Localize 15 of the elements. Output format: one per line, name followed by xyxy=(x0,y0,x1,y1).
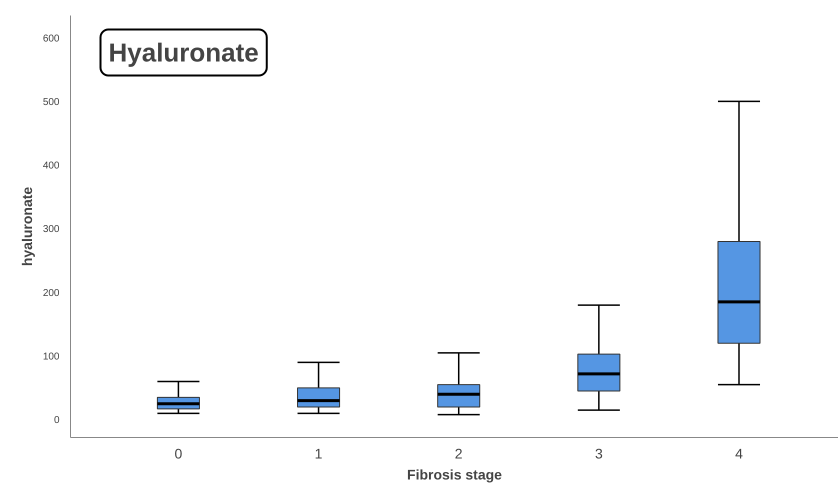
y-tick-label: 600 xyxy=(42,33,60,44)
y-tick-label: 500 xyxy=(42,96,60,108)
x-tick-label: 4 xyxy=(735,446,744,462)
x-tick-label: 1 xyxy=(314,446,323,462)
y-tick-label: 400 xyxy=(42,160,60,172)
y-tick-label: 100 xyxy=(42,352,60,363)
y-tick-label: 200 xyxy=(42,288,60,299)
text: Hyaluronate xyxy=(108,38,259,68)
y-tick-label: 300 xyxy=(42,224,60,236)
x-tick-label: 0 xyxy=(174,446,183,462)
x-tick-label: 2 xyxy=(454,446,463,462)
y-tick-label: 0 xyxy=(54,415,60,426)
y-axis-title: hyaluronate xyxy=(18,186,35,266)
x-axis-title: Fibrosis stage xyxy=(407,466,502,482)
x-tick-label: 3 xyxy=(594,446,603,462)
